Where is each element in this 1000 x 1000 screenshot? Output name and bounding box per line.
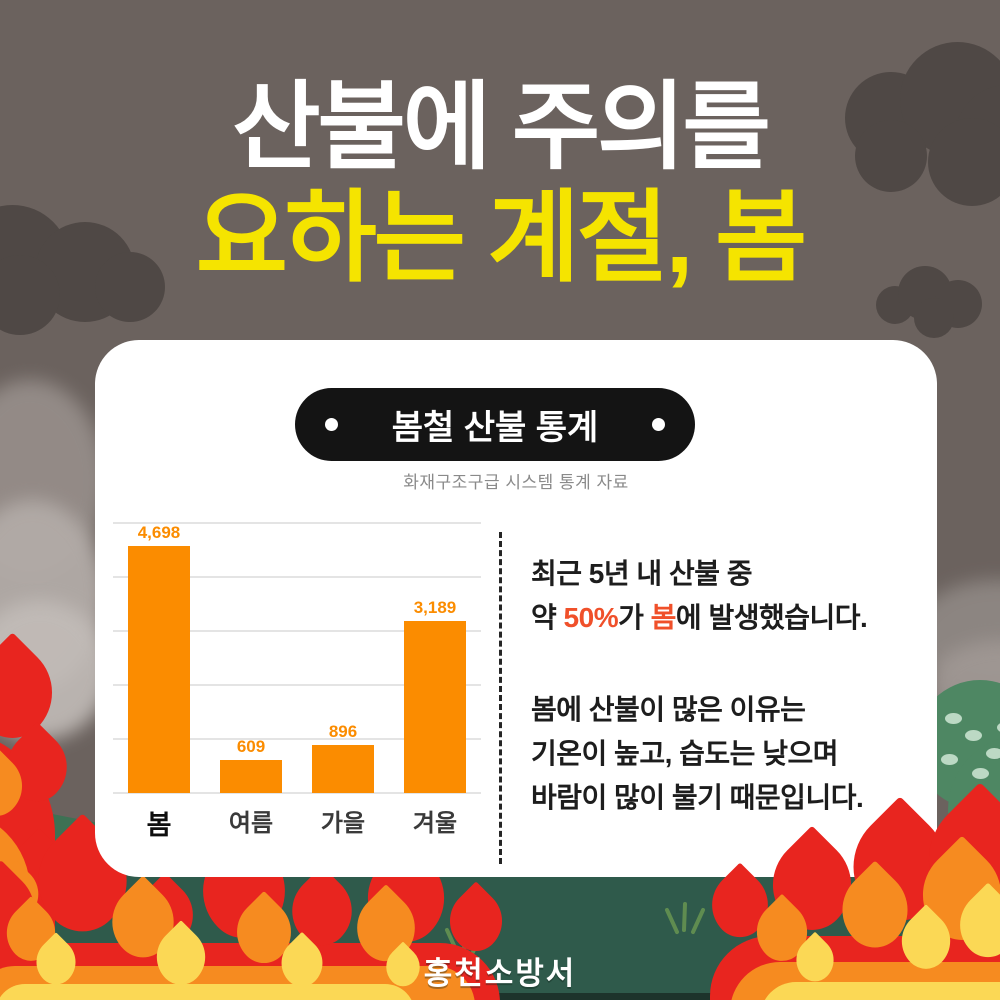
highlighted-text: 봄 xyxy=(650,602,677,633)
highlighted-text: 50% xyxy=(563,602,619,633)
bar-column-봄: 4,698 xyxy=(113,523,205,793)
info-line: 최근 5년 내 산불 중 xyxy=(531,552,931,596)
bar-여름 xyxy=(220,760,282,793)
bar-column-겨울: 3,189 xyxy=(389,523,481,793)
bar-value-label: 4,698 xyxy=(137,523,181,542)
gridline xyxy=(113,522,481,524)
dashed-divider xyxy=(499,532,502,864)
bar-category-label: 겨울 xyxy=(412,810,458,837)
bar-column-가을: 896 xyxy=(297,523,389,793)
cloud-puff xyxy=(928,118,1000,206)
bush-dot xyxy=(986,748,1000,759)
plain-text: 에 발생했습니다. xyxy=(675,602,868,633)
bush-dot xyxy=(972,768,989,779)
badge-dot-left-icon xyxy=(325,418,338,431)
bottom-edge-strip xyxy=(0,993,1000,1000)
bush-dot xyxy=(941,754,958,765)
plain-text: 기온이 높고, 습도는 낮으며 xyxy=(531,738,838,769)
info-line: 봄에 산불이 많은 이유는 xyxy=(531,688,931,732)
bar-column-여름: 609 xyxy=(205,523,297,793)
stats-badge: 봄철 산불 통계 xyxy=(295,388,695,461)
flame-illustration-bottom-left xyxy=(0,813,520,1000)
bar-겨울 xyxy=(404,620,466,793)
cloud-puff xyxy=(855,120,927,192)
poster-title: 산불에 주의를 요하는 계절, 봄 xyxy=(0,74,1000,291)
chart-source-caption: 화재구조구급 시스템 통계 자료 xyxy=(403,473,629,492)
title-line-2: 요하는 계절, 봄 xyxy=(195,181,807,294)
badge-label: 봄철 산불 통계 xyxy=(391,409,599,447)
gridline xyxy=(113,792,481,794)
bush-dot xyxy=(997,722,1000,733)
bar-category-label: 여름 xyxy=(228,810,274,837)
bar-value-label: 896 xyxy=(328,721,358,741)
cloud-puff xyxy=(95,252,165,322)
gridline xyxy=(113,684,481,686)
bar-category-label: 가을 xyxy=(320,810,366,837)
chart-plot: 4,698 609 896 3,189 xyxy=(113,522,481,794)
badge-dot-right-icon xyxy=(651,418,665,431)
plain-text: 최근 5년 내 산불 중 xyxy=(531,558,753,589)
chart-bars: 4,698 609 896 3,189 xyxy=(113,523,481,793)
info-line: 기온이 높고, 습도는 낮으며 xyxy=(531,732,931,776)
bush-dot xyxy=(965,730,982,741)
flame-shape xyxy=(0,984,415,1000)
plain-text: 약 xyxy=(531,602,564,633)
cloud-puff xyxy=(914,298,954,338)
flame-shape xyxy=(760,982,1000,1000)
title-line-1: 산불에 주의를 xyxy=(232,74,771,181)
gridline xyxy=(113,576,481,578)
info-line: 약 50%가 봄에 발생했습니다. xyxy=(531,596,931,640)
stats-card: 봄철 산불 통계 화재구조구급 시스템 통계 자료 4,698 609 896 3,1… xyxy=(95,340,937,877)
bush-dot xyxy=(945,713,962,724)
bar-가을 xyxy=(312,744,374,793)
chart-categories: 봄 여름 가을 겨울 xyxy=(113,803,481,842)
grass-tuft-icon xyxy=(665,902,705,934)
plain-text: 봄에 산불이 많은 이유는 xyxy=(531,694,806,725)
plain-text: 바람이 많이 불기 때문입니다. xyxy=(531,782,864,813)
bar-chart: 4,698 609 896 3,189 봄 여름 가을 겨울 xyxy=(113,522,481,842)
flame-illustration-bottom-right xyxy=(697,782,1000,1000)
fire-station-signature: 홍천소방서 xyxy=(423,956,577,991)
gridline xyxy=(113,630,481,632)
bar-value-label: 609 xyxy=(236,737,266,757)
bar-category-label: 봄 xyxy=(146,810,172,840)
plain-text: 가 xyxy=(618,602,651,633)
gridline xyxy=(113,738,481,740)
bar-봄 xyxy=(128,546,190,793)
info-line: 바람이 많이 불기 때문입니다. xyxy=(531,776,931,820)
bar-value-label: 3,189 xyxy=(413,597,457,617)
